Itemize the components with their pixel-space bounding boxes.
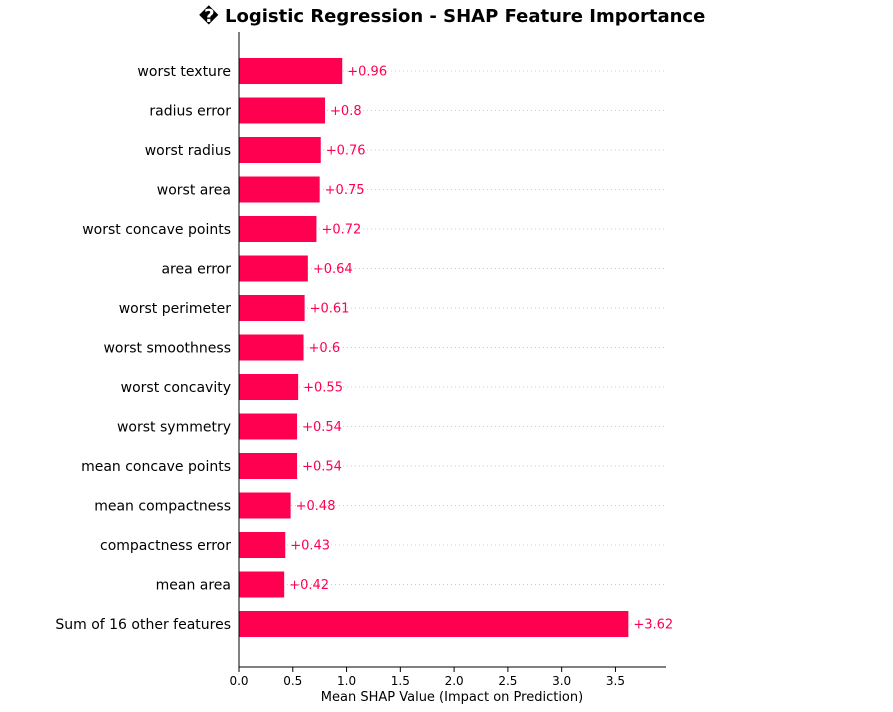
x-tick-label: 2.5: [498, 674, 517, 688]
x-tick-label: 3.5: [606, 674, 625, 688]
value-label: +0.61: [310, 302, 350, 317]
category-label: worst area: [157, 183, 231, 199]
bar: [239, 255, 308, 282]
category-label: worst radius: [145, 143, 231, 159]
axes: worst texture radius error worst radius wor…: [55, 32, 666, 688]
category-label: radius error: [149, 104, 231, 120]
x-tick-label: 0.5: [283, 674, 302, 688]
category-label: compactness error: [100, 538, 231, 554]
category-label: worst concave points: [82, 222, 231, 238]
bar: [239, 176, 320, 203]
category-label: area error: [161, 262, 231, 278]
value-label: +0.42: [289, 578, 329, 593]
category-label: worst symmetry: [117, 420, 231, 436]
bar: [239, 137, 321, 163]
category-label: worst smoothness: [103, 341, 231, 357]
bar: [239, 295, 305, 321]
value-label: +0.64: [313, 262, 353, 277]
category-label: worst perimeter: [119, 301, 232, 317]
value-label: +0.54: [302, 460, 342, 475]
category-label: worst texture: [137, 64, 231, 80]
value-label: +0.6: [309, 341, 341, 356]
value-label: +3.62: [633, 618, 673, 633]
category-label: worst concavity: [121, 380, 231, 396]
bar: [239, 374, 299, 400]
bar: [239, 58, 343, 84]
value-label: +0.76: [326, 144, 366, 159]
category-label: mean compactness: [94, 499, 231, 515]
category-label: mean area: [156, 578, 231, 594]
value-label: +0.55: [303, 381, 343, 396]
bar: [239, 611, 629, 637]
x-tick-label: 2.0: [445, 674, 464, 688]
bars: +0.96 +0.8 +0.76 +0.75 +0.72 +0.64 +0.61 +0.6 +0…: [239, 58, 673, 637]
value-label: +0.54: [302, 420, 342, 435]
value-label: +0.43: [290, 539, 330, 554]
x-tick-label: 0.0: [229, 674, 248, 688]
x-tick-label: 3.0: [552, 674, 571, 688]
value-label: +0.48: [296, 499, 336, 514]
x-axis-label: Mean SHAP Value (Impact on Prediction): [321, 690, 583, 705]
bar: [239, 571, 285, 598]
bar: [239, 334, 304, 361]
bar: [239, 492, 291, 519]
chart-title: � Logistic Regression - SHAP Feature Imp…: [199, 5, 706, 27]
category-label: mean concave points: [81, 459, 231, 475]
bar: [239, 97, 326, 124]
bar: [239, 453, 298, 479]
bar: [239, 216, 317, 242]
value-label: +0.75: [325, 183, 365, 198]
x-tick-label: 1.0: [337, 674, 356, 688]
value-label: +0.96: [347, 65, 387, 80]
value-label: +0.8: [330, 104, 362, 119]
bar: [239, 532, 286, 558]
value-label: +0.72: [321, 223, 361, 238]
category-label: Sum of 16 other features: [55, 617, 231, 633]
bar: [239, 413, 298, 440]
x-tick-label: 1.5: [391, 674, 410, 688]
